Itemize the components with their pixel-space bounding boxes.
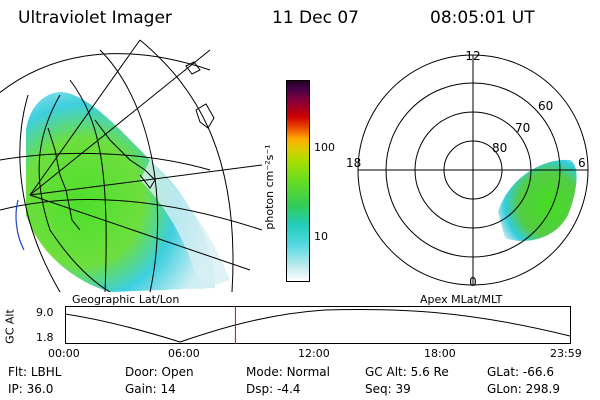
altitude-ytick-high: 9.0 [36, 306, 54, 319]
altitude-curve [65, 308, 571, 343]
timeline-tick-0600: 06:00 [168, 347, 200, 360]
mlt-label-12: 12 [465, 49, 480, 63]
timeline-tick-1800: 18:00 [424, 347, 456, 360]
info-mode: Mode: Normal [246, 365, 330, 379]
info-dsp: Dsp: -4.4 [246, 382, 301, 396]
colorbar-tick-100: 100 [314, 141, 335, 154]
mlt-label-18: 18 [346, 156, 361, 170]
info-gc-alt: GC Alt: 5.6 Re [365, 365, 449, 379]
altitude-timeline-plot [65, 306, 571, 344]
info-ip: IP: 36.0 [8, 382, 54, 396]
mlat-label-80: 80 [492, 141, 507, 155]
time-readout: 08:05:01 UT [430, 8, 535, 28]
altitude-ytick-low: 1.8 [36, 331, 54, 344]
polar-emission-region [498, 159, 577, 241]
timeline-tick-1200: 12:00 [298, 347, 330, 360]
mlt-label-0: 0 [469, 275, 477, 289]
info-seq: Seq: 39 [365, 382, 411, 396]
info-glon: GLon: 298.9 [487, 382, 560, 396]
mlt-label-6: 6 [578, 156, 586, 170]
info-gain: Gain: 14 [125, 382, 176, 396]
altitude-ylabel: GC Alt [3, 309, 17, 344]
colorbar-unit-label: photon cm⁻²s⁻¹ [263, 144, 276, 230]
info-door: Door: Open [125, 365, 194, 379]
info-glat: GLat: -66.6 [487, 365, 554, 379]
colorbar [286, 80, 310, 282]
timeline-tick-2359: 23:59 [550, 347, 582, 360]
date-readout: 11 Dec 07 [272, 8, 359, 28]
colorbar-tick-10: 10 [314, 230, 328, 243]
mlat-label-60: 60 [538, 99, 553, 113]
mlat-label-70: 70 [515, 121, 530, 135]
polar-mlat-mlt-panel: 12 18 6 0 60 70 80 [346, 49, 589, 289]
geographic-image-panel [0, 39, 262, 292]
app-title: Ultraviolet Imager [18, 8, 172, 28]
geographic-caption: Geographic Lat/Lon [72, 293, 180, 306]
polar-caption: Apex MLat/MLT [420, 293, 503, 306]
info-flt: Flt: LBHL [8, 365, 62, 379]
timeline-tick-0000: 00:00 [48, 347, 80, 360]
